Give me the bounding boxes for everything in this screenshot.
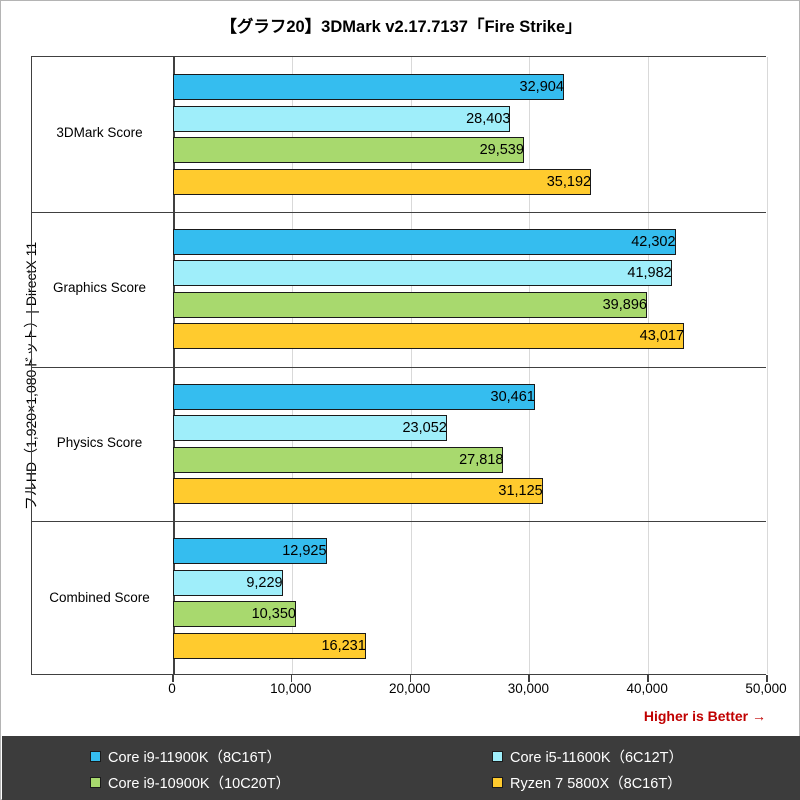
group-separator [32,366,766,368]
x-axis-tick-label: 20,000 [388,681,431,696]
bar-value-label: 42,302 [631,233,676,250]
bar-row: 42,302 [173,228,767,255]
legend-label: Ryzen 7 5800X（8C16T） [510,776,682,792]
legend-color-swatch [492,751,503,762]
x-axis-tick-mark [172,675,174,682]
x-axis-tick-mark [409,675,412,682]
bar-value-label: 31,125 [498,483,543,500]
legend-label: Core i5-11600K（6C12T） [510,750,684,766]
legend-item[interactable]: Core i9-11900K（8C16T） [90,746,281,767]
legend-item[interactable]: Core i9-10900K（10C20T） [90,772,290,793]
bar[interactable] [173,323,685,350]
bar-row: 43,017 [173,323,767,350]
x-axis-tick-mark [766,675,768,682]
x-axis-tick-mark [290,675,293,682]
higher-is-better-annotation: Higher is Better → [643,708,766,724]
category-label: Combined Score [49,589,150,605]
bar-row: 27,818 [173,446,767,473]
x-axis-tick-label: 10,000 [270,681,312,696]
bar[interactable] [173,105,511,132]
gridline-0 [173,57,175,674]
plot-area: 3DMark Score 32,904 28,403 29,539 35,192 Grap… [31,56,768,676]
bar-value-label: 27,818 [459,451,504,468]
category-label: Physics Score [56,434,143,450]
bar[interactable] [173,569,283,596]
legend-label: Core i9-11900K（8C16T） [108,750,282,766]
bar-row: 35,192 [173,168,767,195]
bar-row: 10,350 [173,601,767,628]
bar-group: Physics Score 30,461 23,052 27,818 31,125 [32,367,766,522]
bar-value-label: 16,231 [321,637,366,654]
bar-value-label: 10,350 [251,606,296,623]
bar[interactable] [173,478,543,505]
category-label: 3DMark Score [56,125,143,141]
bar[interactable] [173,632,366,659]
bar-row: 41,982 [173,260,767,287]
legend-label: Core i9-10900K（10C20T） [108,776,291,792]
bar[interactable] [173,291,647,318]
bar-group: Combined Score 12,925 9,229 10,350 16,231 [32,521,766,676]
bar-row: 16,231 [173,632,767,659]
x-axis-tick-label: 40,000 [626,681,668,696]
bar-value-label: 39,896 [602,296,647,313]
bar-value-label: 30,461 [490,388,535,405]
bar-row: 39,896 [173,291,767,318]
gridline-50000 [767,57,768,674]
bar-value-label: 23,052 [402,420,447,437]
bar[interactable] [173,137,524,164]
bar-group: 3DMark Score 32,904 28,403 29,539 35,192 [32,57,766,212]
legend-color-swatch [492,777,503,788]
legend-color-swatch [90,777,101,788]
bar-value-label: 41,982 [627,265,672,282]
bar-value-label: 43,017 [639,328,685,345]
bar-row: 12,925 [173,538,767,565]
bar-value-label: 35,192 [546,173,592,190]
bar[interactable] [173,74,564,101]
bar[interactable] [173,168,592,195]
bar-value-label: 29,539 [479,142,524,159]
bar-value-label: 12,925 [282,543,327,560]
bar[interactable] [173,601,296,628]
group-separator [32,211,766,213]
bar-row: 23,052 [173,415,767,442]
x-axis-tick-label: 0 [168,681,176,696]
group-separator [32,521,766,523]
bar-value-label: 9,229 [246,574,283,591]
bar[interactable] [173,260,672,287]
bar[interactable] [173,415,447,442]
gridline-30000 [529,57,531,674]
bar-value-label: 28,403 [466,110,511,127]
gridline-40000 [648,57,650,674]
x-axis-tick-label: 30,000 [507,681,550,696]
bar-row: 28,403 [173,105,767,132]
page-title: 【グラフ20】3DMark v2.17.7137「Fire Strike」 [220,18,582,36]
legend-item[interactable]: Ryzen 7 5800X（8C16T） [492,772,682,793]
bar-row: 31,125 [173,478,767,505]
bar-row: 29,539 [173,137,767,164]
x-axis-tick-mark [647,675,649,682]
bar-row: 32,904 [173,74,767,101]
x-axis-tick-label: 50,000 [745,681,787,696]
bar-row: 30,461 [173,383,767,410]
x-axis-tick-mark [528,675,530,682]
legend-color-swatch [90,751,101,762]
bar-row: 9,229 [173,569,767,596]
legend-item[interactable]: Core i5-11600K（6C12T） [492,746,683,767]
bar[interactable] [173,538,327,565]
bar-value-label: 32,904 [519,79,564,96]
gridline-10000 [291,57,293,674]
bar[interactable] [173,228,676,255]
legend: Core i9-11900K（8C16T） Core i5-11600K（6C12… [2,736,800,800]
gridline-20000 [410,57,412,674]
bar[interactable] [173,383,535,410]
bar-group: Graphics Score 42,302 41,982 39,896 43,017 [32,212,766,367]
bar[interactable] [173,446,504,473]
category-label: Graphics Score [52,280,147,296]
